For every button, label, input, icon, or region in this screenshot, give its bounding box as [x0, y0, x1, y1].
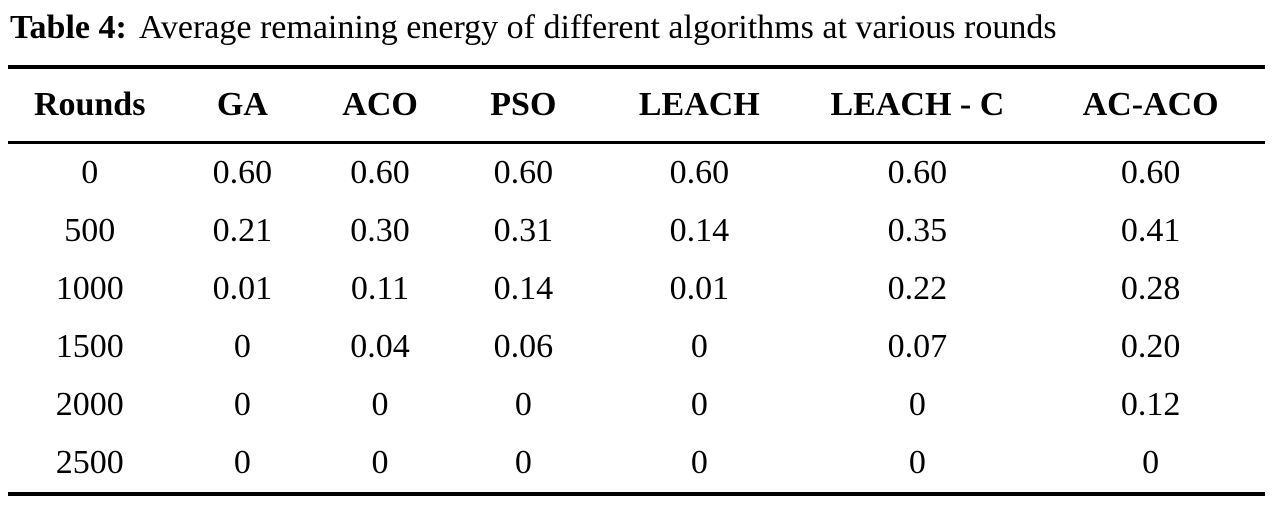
- column-header-ga: GA: [171, 66, 314, 144]
- value-cell: 0: [690, 327, 708, 365]
- value-cell: 0.01: [212, 269, 273, 307]
- round-cell: 1000: [55, 269, 124, 307]
- value-cell: 0.06: [493, 327, 554, 365]
- column-header-ac-aco: AC-ACO: [1036, 66, 1265, 144]
- value-cell: 0.60: [1120, 153, 1181, 191]
- column-header-rounds: Rounds: [8, 66, 172, 144]
- value-cell: 0.35: [887, 211, 948, 249]
- value-cell: 0.14: [669, 211, 730, 249]
- value-cell: 0: [371, 385, 389, 423]
- value-cell: 0: [371, 443, 389, 481]
- value-cell: 0: [908, 443, 926, 481]
- value-cell: 0.60: [493, 153, 554, 191]
- header-row: Rounds GA ACO PSO LEACH LEACH - C AC-ACO: [8, 66, 1265, 144]
- value-cell: 0: [233, 327, 251, 365]
- value-cell: 0: [1142, 443, 1160, 481]
- value-cell: 0.21: [212, 211, 273, 249]
- value-cell: 0.07: [887, 327, 948, 365]
- table-body: 0 0.60 0.60 0.60 0.60 0.60 0.60 500 0.21 0.30 0.31…: [8, 142, 1265, 494]
- value-cell: 0.30: [350, 211, 410, 249]
- value-cell: 0.28: [1120, 269, 1181, 307]
- column-header-aco: ACO: [313, 66, 447, 144]
- column-header-pso: PSO: [446, 66, 601, 144]
- table-row: 0 0.60 0.60 0.60 0.60 0.60 0.60: [8, 142, 1265, 202]
- round-cell: 500: [64, 211, 116, 249]
- round-cell: 1500: [55, 327, 124, 365]
- table-row: 1500 0 0.04 0.06 0 0.07 0.20: [8, 318, 1265, 376]
- value-cell: 0: [908, 385, 926, 423]
- table-header: Rounds GA ACO PSO LEACH LEACH - C AC-ACO: [8, 66, 1265, 144]
- round-cell: 2500: [55, 443, 124, 481]
- round-cell: 2000: [55, 385, 124, 423]
- table-row: 2500 0 0 0 0 0 0: [8, 434, 1265, 494]
- value-cell: 0.60: [887, 153, 948, 191]
- value-cell: 0.11: [350, 269, 410, 307]
- value-cell: 0: [233, 385, 251, 423]
- value-cell: 0.60: [212, 153, 273, 191]
- value-cell: 0.04: [350, 327, 410, 365]
- table-row: 1000 0.01 0.11 0.14 0.01 0.22 0.28: [8, 260, 1265, 318]
- value-cell: 0: [233, 443, 251, 481]
- table-caption-text: Average remaining energy of different al…: [138, 9, 1057, 46]
- value-cell: 0.01: [669, 269, 730, 307]
- value-cell: 0.60: [669, 153, 730, 191]
- column-header-leach: LEACH: [600, 66, 799, 144]
- value-cell: 0.60: [350, 153, 410, 191]
- energy-table: Rounds GA ACO PSO LEACH LEACH - C AC-ACO 0 0.60…: [8, 64, 1265, 496]
- table-row: 2000 0 0 0 0 0 0.12: [8, 376, 1265, 434]
- table-row: 500 0.21 0.30 0.31 0.14 0.35 0.41: [8, 202, 1265, 260]
- value-cell: 0: [690, 385, 708, 423]
- value-cell: 0.41: [1120, 211, 1181, 249]
- value-cell: 0.12: [1120, 385, 1181, 423]
- round-cell: 0: [81, 153, 99, 191]
- value-cell: 0: [690, 443, 708, 481]
- column-header-leach-c: LEACH - C: [798, 66, 1037, 144]
- value-cell: 0: [514, 443, 532, 481]
- value-cell: 0.22: [887, 269, 948, 307]
- value-cell: 0: [514, 385, 532, 423]
- table-caption-label: Table 4:: [10, 9, 127, 46]
- value-cell: 0.20: [1120, 327, 1181, 365]
- table-caption: Table 4: Average remaining energy of diff…: [8, 4, 1265, 65]
- value-cell: 0.14: [493, 269, 554, 307]
- value-cell: 0.31: [493, 211, 554, 249]
